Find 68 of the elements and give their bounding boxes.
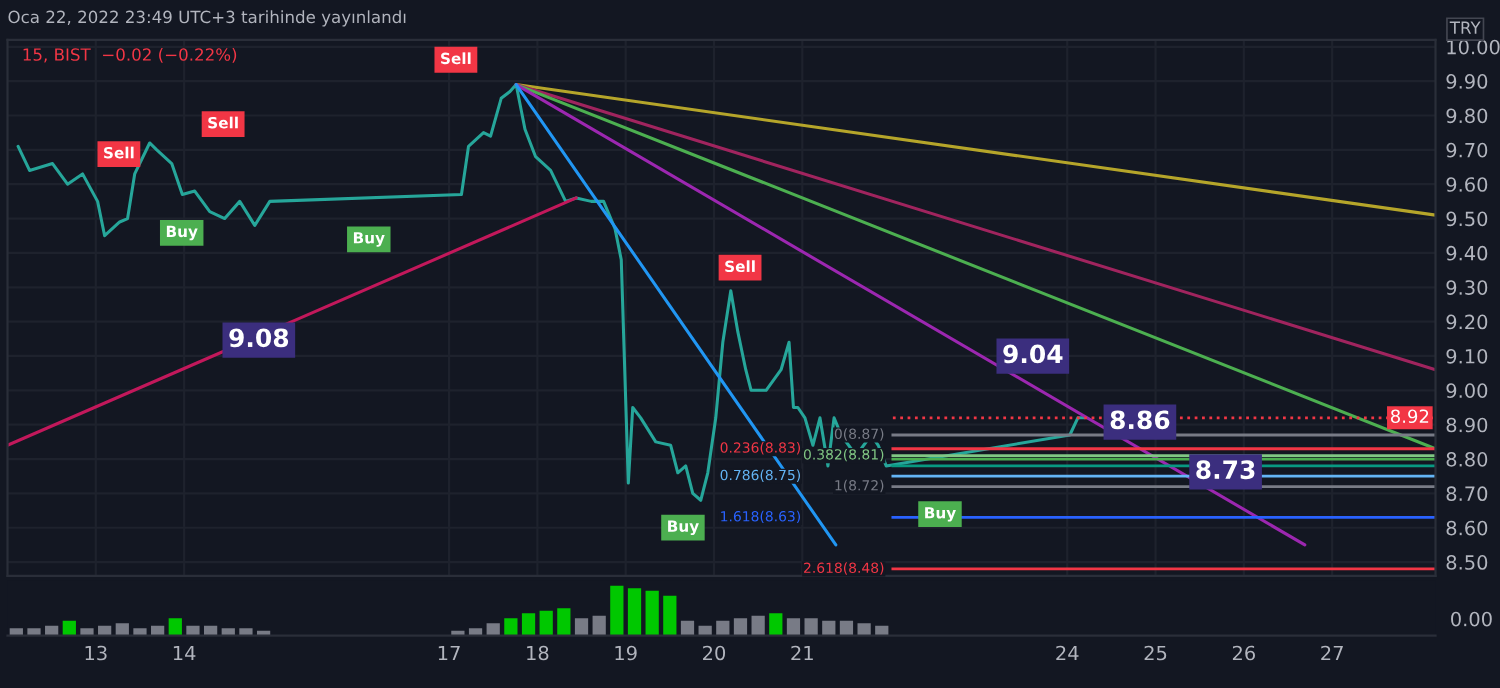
- x-tick-label: 17: [438, 645, 460, 661]
- bar: [769, 613, 783, 636]
- y-tick-label: 9.10: [1446, 348, 1488, 364]
- bar: [186, 625, 200, 636]
- bar: [627, 588, 642, 636]
- text: Oca 22, 2022 23:49 UTC+3 tarihinde yayınlandı: [8, 10, 406, 27]
- x-tick-label: 21: [791, 645, 813, 661]
- chart-title: 15, BIST −0.02 (−0.22%): [23, 47, 237, 63]
- y-tick-label: 9.40: [1446, 245, 1488, 261]
- y-tick-label: 9.90: [1446, 74, 1488, 89]
- bar: [27, 628, 41, 636]
- bar: [486, 623, 500, 636]
- x-tick-label: 13: [85, 645, 107, 661]
- text: 0.00: [1451, 611, 1492, 627]
- x-tick-label: 14: [173, 645, 196, 661]
- y-tick-label: 8.70: [1446, 486, 1488, 502]
- bar: [804, 618, 818, 636]
- bar: [133, 628, 147, 636]
- y-tick-label: 8.90: [1446, 417, 1488, 433]
- annotation: 9.04: [1003, 344, 1063, 364]
- y-axis-title: TRY: [1449, 21, 1481, 34]
- bar: [680, 620, 695, 636]
- x-tick-label: 26: [1232, 645, 1255, 661]
- bar: [239, 628, 253, 636]
- bar: [645, 590, 659, 636]
- line-series: [16, 83, 1087, 502]
- annotation: 8.73: [1196, 460, 1255, 480]
- bar: [9, 628, 23, 636]
- bar: [610, 585, 624, 636]
- bar: [504, 618, 518, 636]
- y-tick-label: 8.60: [1446, 520, 1488, 536]
- ref-line-label: 8.92: [1390, 409, 1429, 424]
- bar: [168, 618, 182, 636]
- bar: [115, 623, 129, 636]
- y-tick-label: 8.80: [1446, 452, 1488, 467]
- bar: [716, 620, 730, 636]
- bar: [592, 615, 606, 636]
- bar: [857, 623, 871, 636]
- bar: [62, 620, 76, 636]
- bar: [786, 618, 801, 636]
- bar: [663, 595, 677, 636]
- y-tick-label: 9.70: [1446, 142, 1488, 158]
- bar: [751, 615, 765, 636]
- bar: [574, 618, 589, 636]
- y-tick-label: 9.60: [1446, 177, 1488, 192]
- y-tick-label: 9.30: [1446, 280, 1488, 295]
- annotation: 9.08: [229, 328, 289, 348]
- x-tick-label: 19: [615, 645, 637, 661]
- x-tick-label: 18: [527, 645, 549, 661]
- bar: [521, 613, 536, 636]
- y-tick-label: 9.80: [1446, 108, 1488, 124]
- bar: [733, 618, 748, 636]
- bar: [80, 628, 94, 636]
- x-tick-label: 20: [703, 645, 726, 661]
- bar: [539, 610, 553, 636]
- bar: [822, 620, 836, 636]
- bar: [557, 608, 571, 636]
- bar: [221, 628, 235, 636]
- y-tick-label: 9.50: [1446, 211, 1488, 227]
- y-tick-label: 9.00: [1446, 383, 1488, 398]
- x-tick-label: 27: [1321, 645, 1343, 661]
- x-tick-label: 24: [1056, 645, 1079, 661]
- y-tick-label: 8.50: [1446, 555, 1488, 570]
- x-tick-label: 25: [1144, 645, 1167, 661]
- annotation: 8.86: [1110, 410, 1170, 430]
- bar: [839, 620, 854, 636]
- y-tick-label: 9.20: [1446, 314, 1488, 330]
- bar: [468, 628, 483, 636]
